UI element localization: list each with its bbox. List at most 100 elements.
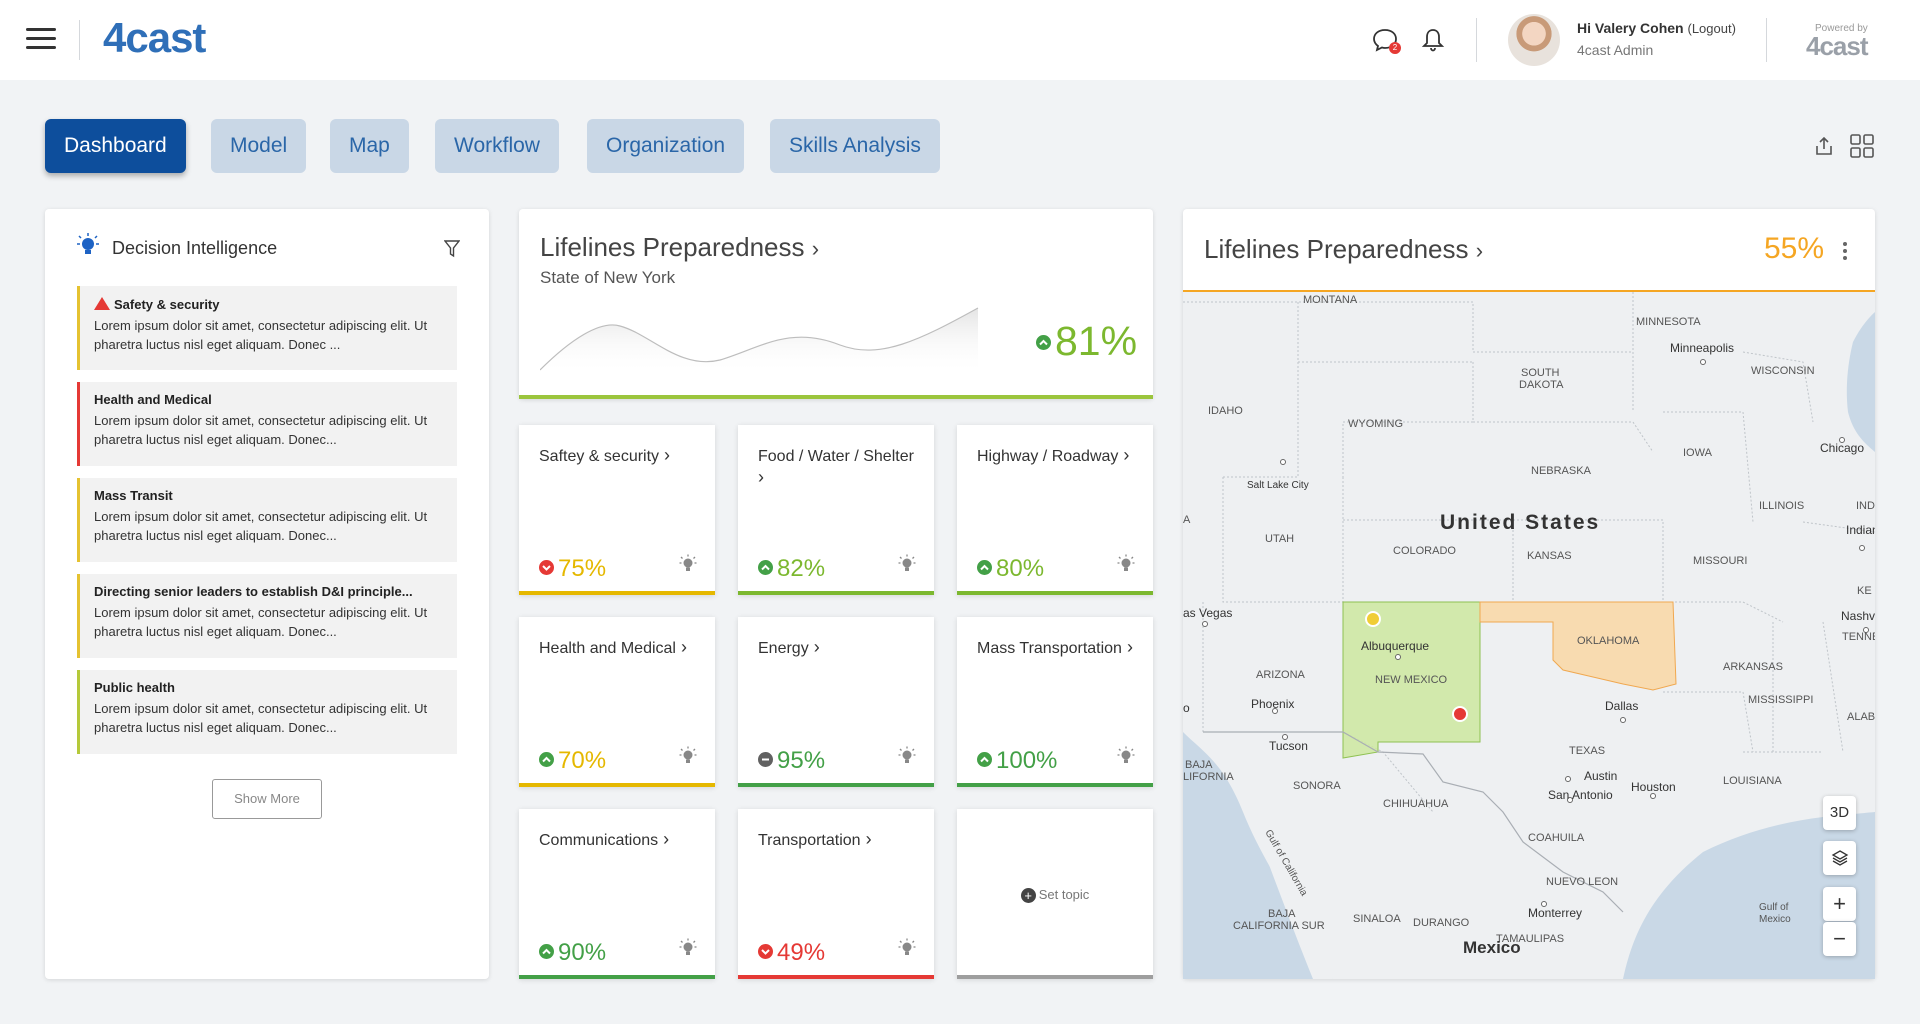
tab-model[interactable]: Model (211, 119, 307, 173)
decision-item[interactable]: Safety & security Lorem ipsum dolor sit a… (77, 286, 457, 370)
topic-name: Transportation › (758, 829, 918, 851)
tile-status-bar (519, 783, 715, 787)
map-label: SINALOA (1353, 913, 1401, 925)
map-label: Mexico (1463, 938, 1521, 957)
decision-item-title-text: Directing senior leaders to establish D&… (94, 584, 413, 599)
chevron-right-icon: › (860, 829, 872, 849)
map-label: TAMAULIPAS (1496, 933, 1564, 945)
topic-tile[interactable]: Mass Transportation › 100% (957, 617, 1153, 787)
topic-tile[interactable]: Saftey & security › 75% (519, 425, 715, 595)
decision-item[interactable]: Public health Lorem ipsum dolor sit amet,… (77, 670, 457, 754)
share-icon[interactable] (1813, 135, 1835, 157)
map-label: Mexico (1759, 914, 1791, 925)
app-logo[interactable]: 4cast (103, 14, 206, 61)
topic-tile[interactable]: Highway / Roadway › 80% (957, 425, 1153, 595)
topic-tile[interactable]: Transportation › 49% (738, 809, 934, 979)
lightbulb-icon[interactable] (679, 554, 697, 579)
map-label: KANSAS (1527, 550, 1572, 562)
oklahoma-region[interactable] (1479, 601, 1677, 691)
tile-status-bar (957, 975, 1153, 979)
user-greeting: Hi Valery Cohen (Logout) (1577, 20, 1736, 36)
bell-icon[interactable] (1421, 27, 1445, 53)
map-3d-button[interactable]: 3D (1823, 796, 1856, 830)
decision-item-title: Directing senior leaders to establish D&… (94, 584, 443, 599)
map-zoom-out-button[interactable]: − (1823, 922, 1856, 956)
topic-name-text: Highway / Roadway (977, 448, 1119, 465)
show-more-button[interactable]: Show More (212, 779, 322, 819)
powered-by-logo: 4cast (1806, 31, 1868, 61)
map-zoom-in-button[interactable]: + (1823, 887, 1856, 921)
map-label: A (1183, 514, 1191, 526)
topic-name: Communications › (539, 829, 699, 851)
header-divider (1476, 18, 1477, 62)
topic-percent: 82% (758, 555, 825, 583)
lightbulb-icon[interactable] (679, 938, 697, 963)
chevron-right-icon: › (658, 829, 670, 849)
map-label: IDAHO (1208, 405, 1243, 417)
topic-tile[interactable]: Health and Medical › 70% (519, 617, 715, 787)
tile-status-bar (738, 975, 934, 979)
map-marker-yellow[interactable] (1365, 611, 1381, 627)
decision-item[interactable]: Mass Transit Lorem ipsum dolor sit amet, … (77, 478, 457, 562)
lightbulb-icon[interactable] (898, 746, 916, 771)
tile-status-bar (957, 783, 1153, 787)
topic-percent: 49% (758, 939, 825, 967)
topic-percent-value: 75% (558, 555, 607, 582)
lightbulb-icon[interactable] (898, 938, 916, 963)
tab-skills-analysis[interactable]: Skills Analysis (770, 119, 940, 173)
lifelines-status-bar (519, 395, 1153, 399)
tab-workflow[interactable]: Workflow (435, 119, 559, 173)
topic-name: Health and Medical › (539, 637, 699, 659)
topic-percent: 95% (758, 747, 825, 775)
topic-tile[interactable]: Communications › 90% (519, 809, 715, 979)
mexico-border (1203, 731, 1624, 913)
topic-percent-value: 100% (996, 747, 1058, 774)
lifelines-subtitle: State of New York (540, 268, 676, 287)
topic-percent: 75% (539, 555, 606, 583)
map-svg: MONTANA MINNESOTA Minneapolis WISCONSIN … (1183, 292, 1875, 979)
lightbulb-icon (76, 232, 100, 260)
chevron-right-icon: › (811, 236, 820, 261)
topic-tile[interactable]: Food / Water / Shelter › 82% (738, 425, 934, 595)
map-label: COAHUILA (1528, 832, 1585, 844)
topic-name-text: Saftey & security (539, 448, 660, 465)
decision-intelligence-title: Decision Intelligence (112, 238, 278, 258)
menu-icon[interactable] (26, 28, 56, 50)
map-label: TEXAS (1569, 745, 1605, 757)
logout-link[interactable]: (Logout) (1687, 21, 1736, 36)
map-label: WISCONSIN (1751, 365, 1815, 377)
grid-layout-icon[interactable] (1849, 133, 1875, 159)
map-layers-button[interactable] (1823, 841, 1856, 875)
map-label: CALIFORNIA SUR (1233, 920, 1325, 932)
decision-item[interactable]: Directing senior leaders to establish D&… (77, 574, 457, 658)
lightbulb-icon[interactable] (1117, 746, 1135, 771)
header-divider (79, 20, 80, 60)
map-label: MONTANA (1303, 294, 1358, 306)
map-marker-red[interactable] (1452, 706, 1468, 722)
lifelines-title[interactable]: Lifelines Preparedness › (540, 232, 819, 263)
topic-percent-value: 80% (996, 555, 1045, 582)
tab-map[interactable]: Map (330, 119, 409, 173)
map-label: MISSOURI (1693, 555, 1747, 567)
trend-down-icon (758, 944, 773, 960)
map-card-title[interactable]: Lifelines Preparedness › (1204, 234, 1483, 265)
set-topic-tile[interactable]: + Set topic (957, 809, 1153, 979)
map-label: Chicago (1820, 441, 1864, 455)
decision-item[interactable]: Health and Medical Lorem ipsum dolor sit … (77, 382, 457, 466)
tab-dashboard[interactable]: Dashboard (45, 119, 186, 173)
tab-organization[interactable]: Organization (587, 119, 745, 173)
lightbulb-icon[interactable] (898, 554, 916, 579)
tile-status-bar (519, 975, 715, 979)
map-label: BAJA (1268, 908, 1296, 920)
lightbulb-icon[interactable] (679, 746, 697, 771)
filter-icon[interactable] (443, 240, 461, 258)
chat-icon[interactable]: 2 (1372, 28, 1401, 54)
topic-tile[interactable]: Energy › 95% (738, 617, 934, 787)
user-name: Hi Valery Cohen (1577, 20, 1684, 36)
avatar[interactable] (1508, 14, 1560, 66)
map-label: LIFORNIA (1183, 771, 1234, 783)
map-label: ARKANSAS (1723, 661, 1783, 673)
map-view[interactable]: MONTANA MINNESOTA Minneapolis WISCONSIN … (1183, 292, 1875, 979)
more-vert-icon[interactable] (1842, 240, 1848, 262)
lightbulb-icon[interactable] (1117, 554, 1135, 579)
